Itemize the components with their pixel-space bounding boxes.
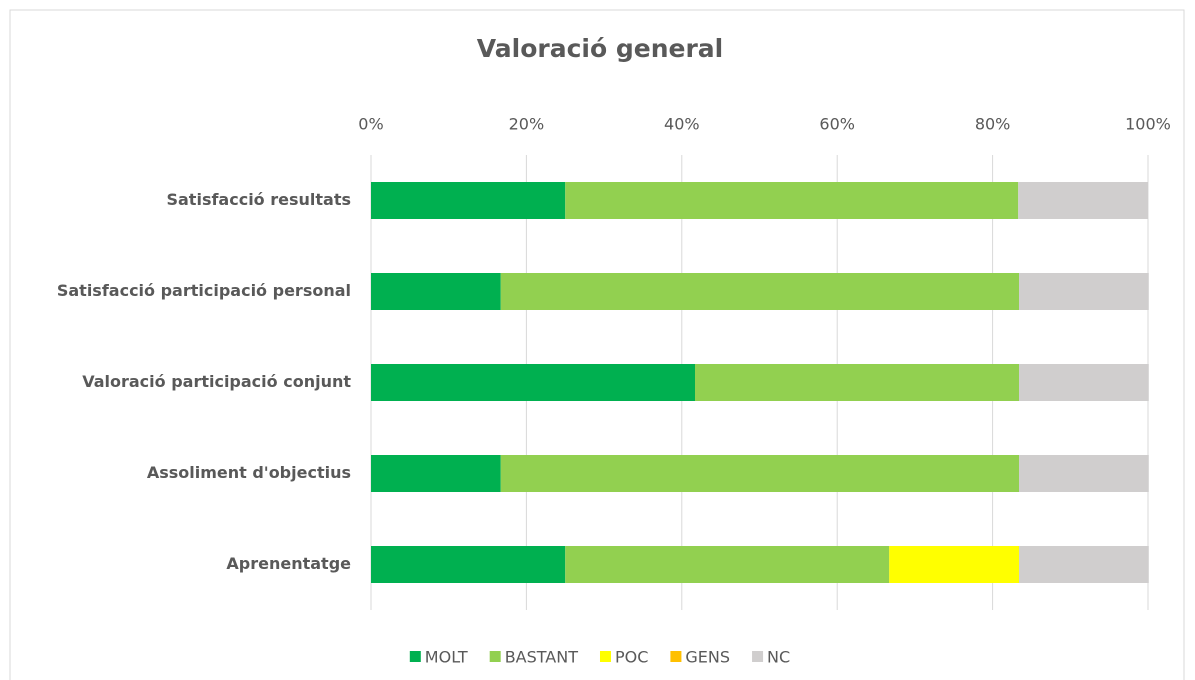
bar-segment — [695, 364, 1020, 401]
x-tick-label: 100% — [1125, 115, 1171, 134]
bar-segment — [500, 273, 1020, 310]
legend-label: POC — [615, 648, 648, 667]
bar-segment — [1019, 455, 1149, 492]
bar-segment — [1019, 546, 1149, 583]
legend-swatch — [409, 651, 421, 662]
legend-swatch — [752, 651, 764, 662]
x-tick-label: 80% — [975, 115, 1011, 134]
y-tick-label: Assoliment d'objectius — [147, 463, 351, 482]
y-tick-label: Satisfacció resultats — [166, 190, 351, 209]
y-tick-label: Aprenentatge — [226, 554, 351, 573]
legend-label: MOLT — [425, 648, 468, 667]
bar-segment — [500, 455, 1020, 492]
bar-segment — [1019, 364, 1149, 401]
y-tick-label: Valoració participació conjunt — [82, 372, 351, 391]
y-tick-label: Satisfacció participació personal — [57, 281, 351, 300]
x-tick-label: 60% — [819, 115, 855, 134]
bar-segment — [565, 546, 890, 583]
bar-segment — [371, 273, 501, 310]
bar-segment — [1019, 273, 1149, 310]
x-tick-label: 20% — [509, 115, 545, 134]
legend-swatch — [670, 651, 682, 662]
bar-segment — [565, 182, 1019, 219]
chart-title: Valoració general — [477, 34, 723, 63]
bar-segment — [371, 182, 566, 219]
legend-label: BASTANT — [505, 648, 579, 667]
bar-segment — [371, 455, 501, 492]
bar-segment — [371, 546, 566, 583]
legend-label: NC — [767, 648, 790, 667]
x-tick-label: 40% — [664, 115, 700, 134]
x-tick-label: 0% — [358, 115, 383, 134]
bar-segment — [1018, 182, 1148, 219]
legend-swatch — [489, 651, 501, 662]
legend-label: GENS — [685, 648, 730, 667]
bar-segment — [371, 364, 696, 401]
bar-segment — [889, 546, 1020, 583]
legend-swatch — [599, 651, 611, 662]
